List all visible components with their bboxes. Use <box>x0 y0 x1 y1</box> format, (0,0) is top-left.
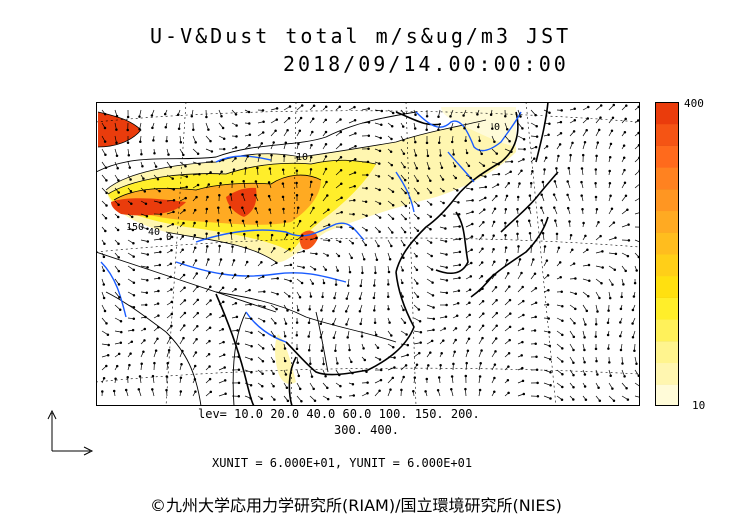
borders <box>96 111 417 406</box>
legend-color-step <box>655 123 679 146</box>
legend-color-step <box>655 340 679 364</box>
dust-core-north-west <box>98 112 141 147</box>
legend-color-step <box>655 254 679 277</box>
dust-map: 150 40 0 10 0 <box>96 102 640 406</box>
wind-arrow <box>634 197 640 202</box>
color-legend <box>655 102 679 406</box>
legend-color-step <box>655 145 679 168</box>
legend-color-step <box>655 167 679 190</box>
contour-label: 40 <box>148 227 160 238</box>
axes-indicator-icon <box>47 409 94 456</box>
legend-color-step <box>655 362 679 385</box>
wind-vectors <box>101 103 640 403</box>
legend-color-step <box>655 319 679 342</box>
contour-label-group: 150 40 0 10 0 <box>126 122 500 243</box>
legend-color-step <box>655 384 679 406</box>
legend-color-step <box>655 102 679 125</box>
legend-color-step <box>655 275 679 298</box>
legend-min-label: 10 <box>692 399 706 412</box>
legend-color-step <box>655 232 679 255</box>
level-list: lev= 10.0 20.0 40.0 60.0 100. 150. 200. <box>198 407 480 421</box>
rivers <box>100 111 522 343</box>
contour-label: 0 <box>166 232 172 243</box>
contour-lines <box>97 111 487 263</box>
contour-label: 10 <box>296 152 308 163</box>
legend-frame <box>655 102 679 406</box>
legend-max-label: 400 <box>684 97 704 110</box>
level-list-cont: 300. 400. <box>334 423 400 437</box>
legend-color-bar <box>655 102 679 406</box>
vector-units: XUNIT = 6.000E+01, YUNIT = 6.000E+01 <box>212 456 473 470</box>
wind-arrow <box>634 212 640 215</box>
copyright-notice: ©九州大学応用力学研究所(RIAM)/国立環境研究所(NIES) <box>150 496 562 515</box>
legend-color-step <box>655 188 679 212</box>
graticule <box>96 102 640 406</box>
legend-color-step <box>655 210 679 233</box>
contour-label: 150 <box>126 222 144 233</box>
map-frame <box>96 102 640 406</box>
contour-label: 0 <box>494 122 500 133</box>
map-timestamp: 2018/09/14.00:00:00 <box>283 52 569 76</box>
dust-core-center <box>226 187 257 217</box>
legend-color-step <box>655 297 679 320</box>
map-title: U-V&Dust total m/s&ug/m3 JST <box>150 24 572 48</box>
wind-arrow <box>634 395 640 398</box>
